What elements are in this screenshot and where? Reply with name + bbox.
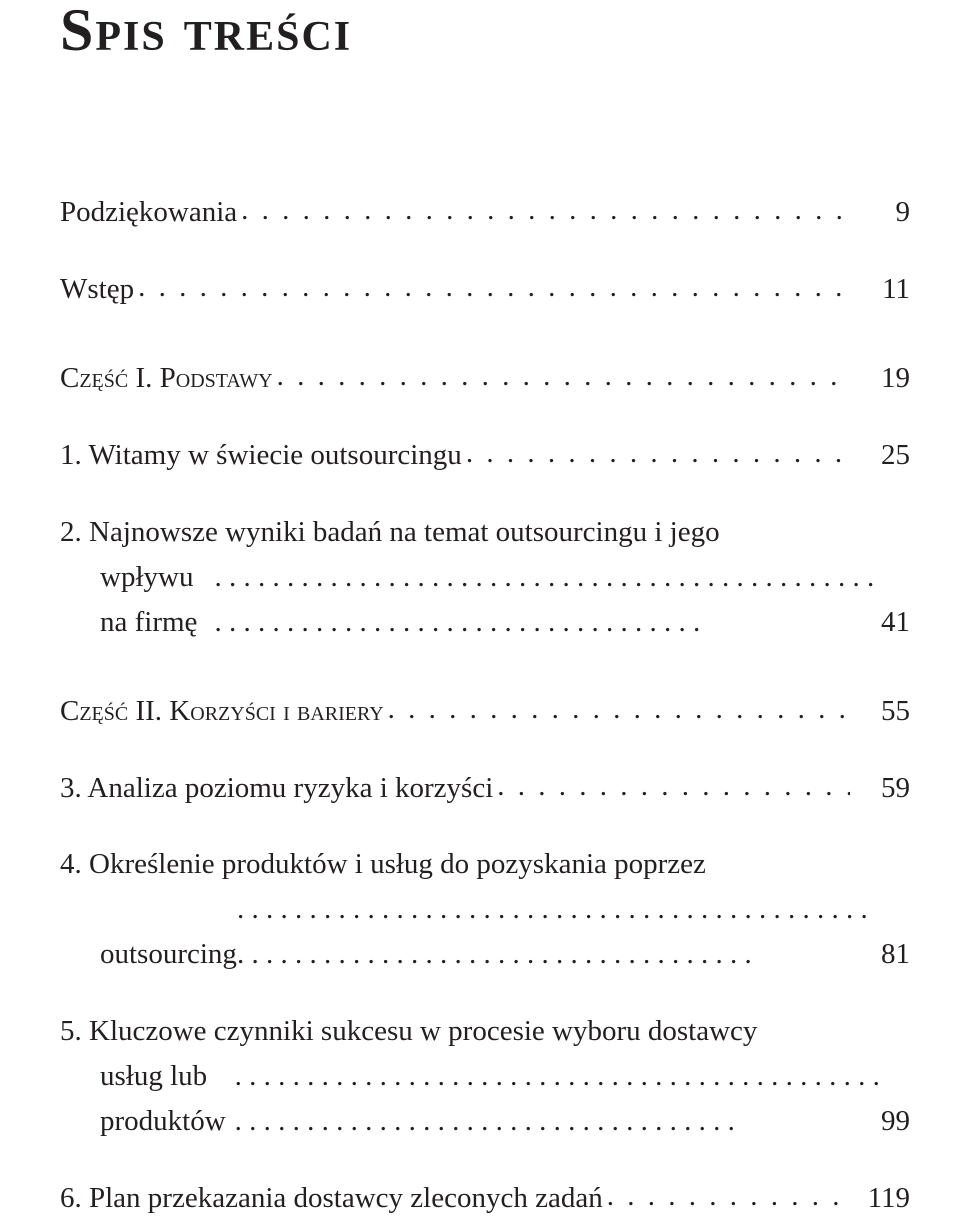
toc-entry-ch3: 3. Analiza poziomu ryzyka i korzyści . .… (60, 766, 910, 811)
toc-leader: . . . . . . . . . . . . . . . . . . . . … (237, 188, 850, 233)
toc-leader: . . . . . . . . . . . . . . . . . . . . … (384, 687, 850, 732)
toc-label: Podziękowania (60, 190, 237, 235)
toc-entry-part2: Część II. Korzyści i bariery . . . . . .… (60, 689, 910, 734)
toc-label: 1. Witamy w świecie outsourcingu (60, 433, 462, 478)
toc-leader: . . . . . . . . . . . . . . . . . . . . … (493, 764, 850, 809)
toc-leader: . . . . . . . . . . . . . . . . . . . . … (134, 265, 850, 310)
page-title: Spis treści (60, 0, 910, 60)
toc-page: 99 (881, 1099, 910, 1144)
toc-leader: . . . . . . . . . . . . . . . . . . . . … (235, 1054, 881, 1144)
toc-label: 6. Plan przekazania dostawcy zleconych z… (60, 1176, 603, 1221)
toc-label-line1: 2. Najnowsze wyniki badań na temat outso… (60, 510, 910, 555)
toc-page: 19 (850, 356, 910, 401)
toc-entry-acknowledgements: Podziękowania . . . . . . . . . . . . . … (60, 190, 910, 235)
page-container: Spis treści Podziękowania . . . . . . . … (0, 0, 960, 1221)
toc-leader: . . . . . . . . . . . . . . . . . . . . … (215, 555, 881, 645)
toc-leader: . . . . . . . . . . . . . . . . . . . . … (237, 887, 881, 977)
toc-entry-part1: Część I. Podstawy . . . . . . . . . . . … (60, 356, 910, 401)
toc-label-line1: 5. Kluczowe czynniki sukcesu w procesie … (60, 1009, 910, 1054)
toc-page: 41 (881, 600, 910, 645)
toc-label: Część I. Podstawy (60, 356, 273, 401)
toc-label-line2: wpływu na firmę (60, 555, 215, 645)
toc-page: 11 (850, 267, 910, 312)
toc-entry-ch5: 5. Kluczowe czynniki sukcesu w procesie … (60, 1009, 910, 1144)
toc-label: Wstęp (60, 267, 134, 312)
toc-leader: . . . . . . . . . . . . . . . . . . . . … (273, 354, 850, 399)
table-of-contents: Podziękowania . . . . . . . . . . . . . … (60, 190, 910, 1221)
toc-label: Część II. Korzyści i bariery (60, 689, 384, 734)
toc-page: 119 (850, 1176, 910, 1221)
toc-page: 25 (850, 433, 910, 478)
toc-label: 3. Analiza poziomu ryzyka i korzyści (60, 766, 493, 811)
toc-page: 59 (850, 766, 910, 811)
toc-entry-ch1: 1. Witamy w świecie outsourcingu . . . .… (60, 433, 910, 478)
toc-entry-ch2: 2. Najnowsze wyniki badań na temat outso… (60, 510, 910, 645)
toc-page: 55 (850, 689, 910, 734)
toc-label-line2: outsourcing (60, 932, 237, 977)
toc-label-line2: usług lub produktów (60, 1054, 235, 1144)
toc-entry-intro: Wstęp . . . . . . . . . . . . . . . . . … (60, 267, 910, 312)
toc-leader: . . . . . . . . . . . . . . . . . . . . … (462, 431, 850, 476)
toc-page: 9 (850, 190, 910, 235)
toc-label-line1: 4. Określenie produktów i usług do pozys… (60, 842, 910, 887)
toc-leader: . . . . . . . . . . . . . . . . . . . . … (603, 1174, 850, 1219)
toc-entry-ch6: 6. Plan przekazania dostawcy zleconych z… (60, 1176, 910, 1221)
toc-entry-ch4: 4. Określenie produktów i usług do pozys… (60, 842, 910, 977)
toc-page: 81 (881, 932, 910, 977)
